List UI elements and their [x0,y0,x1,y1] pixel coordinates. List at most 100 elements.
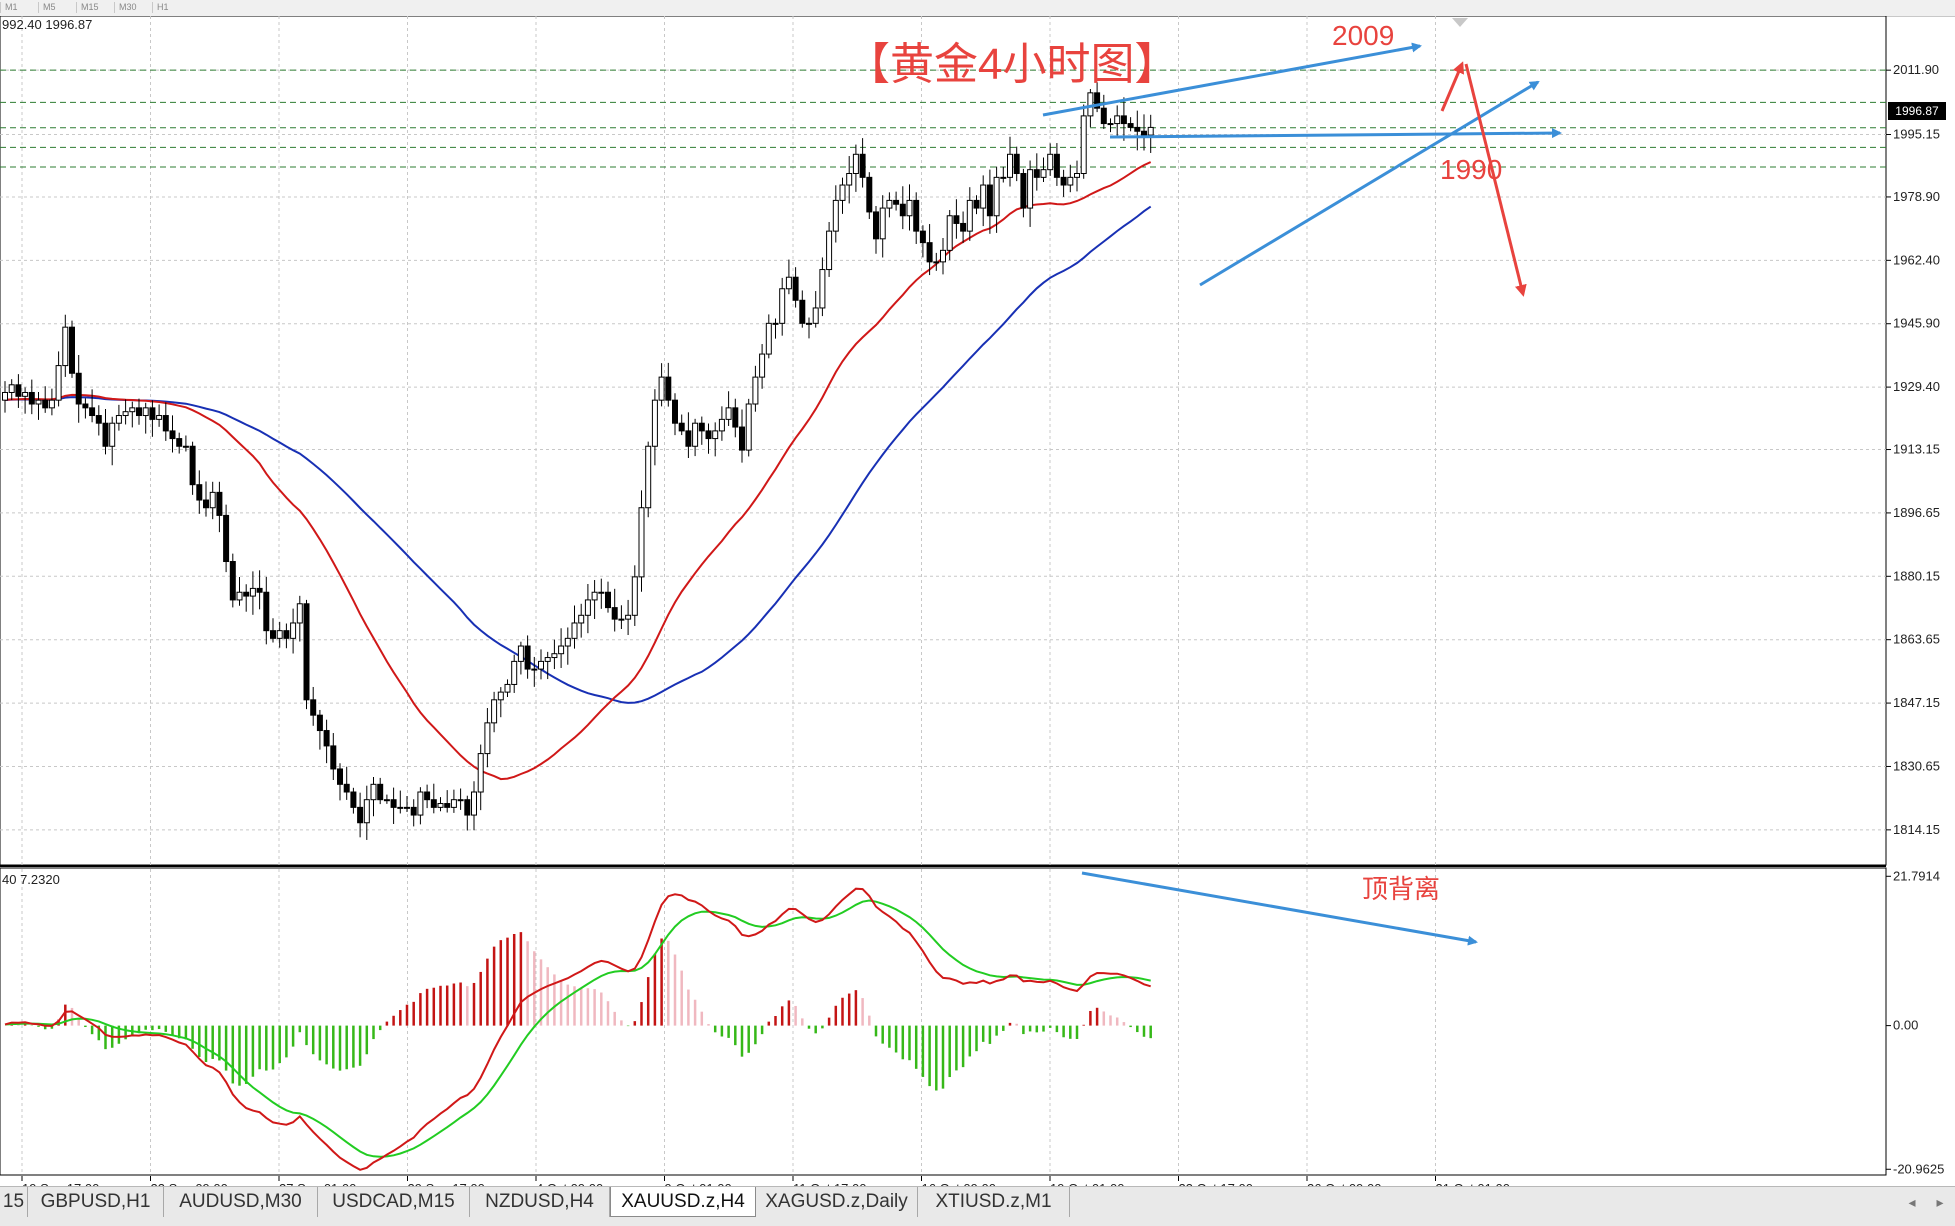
current-price-label: 1996.87 [1895,104,1939,118]
tab-chart[interactable]: GBPUSD,H1 [28,1187,164,1217]
macd-panel[interactable]: 21.7914 0.00 -20.9625 40 7.2320 顶背离 [0,867,1944,1176]
price-tick-label: 1962.40 [1893,252,1940,267]
time-tick-label: 22 Sep 09:00 [151,1181,228,1186]
candle-body [169,430,176,440]
candle-body [919,230,926,244]
candle-body [397,806,404,809]
candle-body [1033,169,1040,178]
candle-body [383,799,390,802]
candle-body [48,399,55,409]
candle-body [122,411,129,417]
macd-lines [4,887,1151,1171]
rising-wedge-arrow [1199,80,1540,287]
candle-body [698,422,705,432]
price-tick-label: 1945.90 [1893,316,1940,331]
candle-body [1007,153,1013,178]
candle-body [457,799,464,802]
tab-chart-active[interactable]: XAUUSD.z,H4 [610,1187,756,1217]
candle-body [524,645,531,670]
horizontal-trend-arrow [1109,128,1562,139]
time-tick-label: 16 Oct 09:00 [922,1181,996,1186]
candle-body [330,745,337,770]
price-tick-label: 1814.15 [1893,822,1940,837]
candle-body [162,415,169,432]
candle-body [283,630,290,639]
candle-body [504,683,511,693]
candle-body [558,645,565,655]
tab-chart[interactable]: XTIUSD.z,M1 [918,1187,1070,1217]
candle-body [779,288,786,324]
toolbar-button[interactable]: M5 [38,2,75,13]
macd-tick-label: 21.7914 [1893,868,1940,883]
ma-slow-line [4,205,1152,704]
price-axis: 2011.90 1995.15 1978.90 1962.40 1945.90 1929.… [1886,62,1940,837]
candle-body [1074,173,1080,178]
candle-body [759,353,766,378]
tab-chart[interactable]: NZDUSD,H4 [470,1187,610,1217]
candle-body [216,491,223,516]
price-tick-label: 1929.40 [1893,379,1940,394]
candle-body [1107,123,1114,126]
candle-body [1114,115,1121,125]
candle-body [15,384,22,397]
price-tick-label: 1830.65 [1893,758,1940,773]
time-tick-label: 26 Oct 09:00 [1307,1181,1381,1186]
candle-body [229,561,236,601]
candle-body [873,211,879,240]
candle-body [1000,176,1007,179]
price-tick-label: 1995.15 [1893,127,1940,142]
analyst-annotations: 【黄金4小时图】 2009 1990 [846,18,1562,297]
candle-body [564,637,571,647]
candle-body [605,591,611,609]
tab-chart[interactable]: XAGUSD.z,Daily [756,1187,918,1217]
candle-body [940,249,946,263]
candle-body [176,438,183,447]
candle-body [2,391,8,401]
price-panel[interactable]: 2011.90 1995.15 1978.90 1962.40 1945.90 1929.… [0,16,1946,866]
tab-chart[interactable]: USDCAD,M15 [318,1187,470,1217]
candle-body [484,722,491,755]
macd-header: 40 7.2320 [2,872,60,887]
candle-body [980,184,987,209]
candle-body [276,630,283,639]
candle-body [765,322,772,355]
candlesticks [2,81,1154,840]
scroll-right-icon[interactable]: ▸ [1936,1194,1944,1210]
toolbar-button[interactable]: H1 [152,2,189,13]
chart-window[interactable]: 2011.90 1995.15 1978.90 1962.40 1945.90 1929.… [0,16,1955,1186]
candle-body [785,276,792,290]
price-grid [0,16,1886,865]
candle-body [236,591,243,601]
candle-body [725,407,732,420]
candle-body [638,507,645,578]
candle-body [477,753,484,793]
candle-body [792,276,799,301]
candle-body [1147,126,1154,136]
candle-body [551,653,558,659]
candle-body [189,445,196,486]
candle-body [819,269,826,309]
scroll-left-icon[interactable]: ◂ [1908,1194,1916,1210]
down-target-arrow [1464,63,1527,297]
tab-chart[interactable]: AUDUSD,M30 [164,1187,318,1217]
candle-body [28,391,35,405]
candle-body [35,399,42,405]
toolbar-button[interactable]: M15 [76,2,113,13]
candle-body [973,199,980,209]
candle-body [62,326,69,367]
candle-body [1040,169,1047,178]
candle-body [879,207,886,240]
candle-body [102,422,109,447]
candle-body [464,799,471,816]
candle-body [752,376,759,405]
candle-body [142,407,149,417]
candle-body [136,407,142,417]
candle-body [631,576,638,616]
tab-chart[interactable]: 15 [0,1187,28,1217]
candle-body [832,199,839,232]
candle-body [618,618,625,621]
candle-body [196,484,203,501]
toolbar-button[interactable]: M30 [114,2,151,13]
toolbar-button[interactable]: M1 [0,2,37,13]
divergence-label: 顶背离 [1362,874,1440,904]
